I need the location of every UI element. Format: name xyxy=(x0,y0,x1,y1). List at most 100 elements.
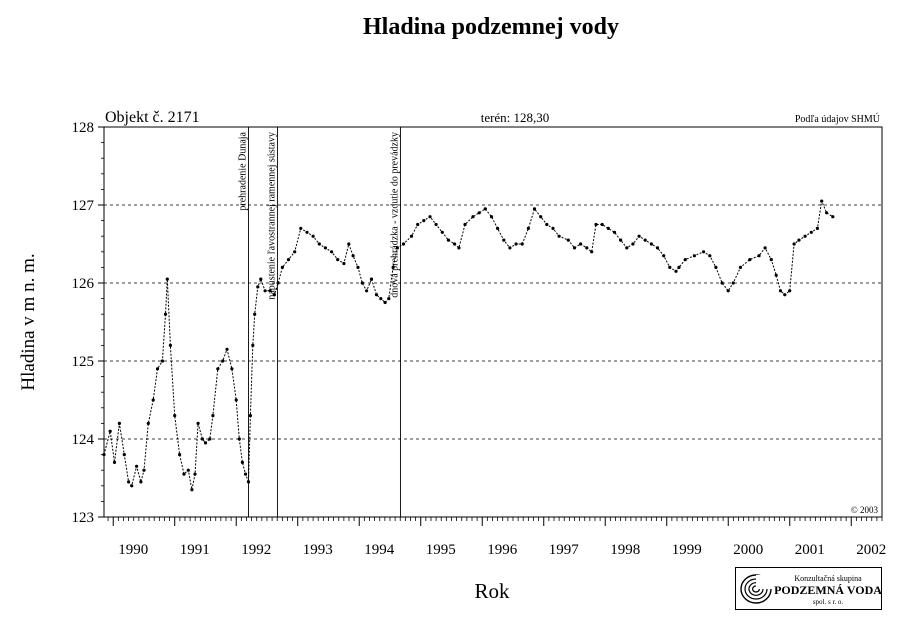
data-point xyxy=(280,265,284,269)
object-label: Objekt č. 2171 xyxy=(105,109,200,126)
x-tick-label: 2002 xyxy=(856,542,886,558)
data-point xyxy=(299,226,303,230)
y-tick-label: 128 xyxy=(72,120,95,136)
data-point xyxy=(748,258,752,262)
data-point xyxy=(230,367,234,371)
logo-company-name: PODZEMNÁ VODA xyxy=(774,583,882,597)
data-point xyxy=(594,222,598,227)
data-point xyxy=(409,234,414,238)
x-tick-label: 1993 xyxy=(303,542,333,558)
data-point xyxy=(708,254,712,258)
data-point xyxy=(463,222,467,227)
x-tick-label: 1997 xyxy=(549,542,580,558)
data-point xyxy=(401,242,406,246)
data-point xyxy=(342,261,346,266)
data-point xyxy=(714,265,718,269)
x-tick-label: 1996 xyxy=(487,542,518,558)
data-point xyxy=(763,246,767,250)
data-point xyxy=(251,343,255,347)
data-point xyxy=(237,437,241,441)
data-point xyxy=(774,273,778,277)
data-point xyxy=(203,441,208,445)
y-axis-title: Hladina v m n. m. xyxy=(18,253,39,390)
data-point xyxy=(612,230,617,234)
data-point xyxy=(489,215,494,219)
data-point xyxy=(200,437,204,441)
event-label: dnová prehrádzka - vzdutie do prevádzky xyxy=(389,132,400,298)
data-point xyxy=(788,289,792,293)
data-point xyxy=(416,222,420,227)
data-point xyxy=(374,293,379,297)
data-point xyxy=(792,242,796,246)
data-point xyxy=(248,414,252,418)
x-tick-label: 1998 xyxy=(610,542,640,558)
data-point xyxy=(572,246,577,250)
event-label: napustenie ľavostrannej ramennej sústavy xyxy=(266,132,277,300)
data-point xyxy=(551,226,555,230)
data-point xyxy=(731,281,735,285)
event-label: prehradenie Dunaja xyxy=(238,131,249,210)
data-point xyxy=(655,246,660,250)
logo-legal-form: spol. s r. o. xyxy=(812,598,844,606)
data-point xyxy=(508,246,512,250)
data-point xyxy=(146,421,150,425)
terrain-label: terén: 128,30 xyxy=(481,110,550,125)
data-point xyxy=(557,234,561,238)
x-tick-label: 2001 xyxy=(795,542,825,558)
data-point xyxy=(246,480,251,484)
y-tick-label: 126 xyxy=(72,276,95,292)
event-lines: prehradenie Dunaja napustenie ľavostranne… xyxy=(238,127,401,517)
data-point xyxy=(240,460,244,464)
data-point xyxy=(351,254,355,258)
data-point xyxy=(820,199,824,203)
data-point xyxy=(643,238,647,242)
data-point xyxy=(471,215,475,219)
data-point xyxy=(293,250,297,254)
data-point xyxy=(211,414,215,418)
data-point xyxy=(178,453,182,457)
data-point xyxy=(221,359,225,363)
data-point xyxy=(769,258,773,262)
x-axis-title: Rok xyxy=(474,579,510,603)
data-point xyxy=(272,293,276,297)
x-tick-label: 1990 xyxy=(118,542,148,558)
data-point xyxy=(668,265,672,269)
data-point xyxy=(253,312,257,316)
data-point xyxy=(453,242,457,246)
data-point xyxy=(514,242,518,246)
data-point xyxy=(369,277,374,281)
data-point xyxy=(155,367,160,371)
data-point xyxy=(225,347,229,351)
data-point xyxy=(163,312,168,316)
data-point xyxy=(276,281,280,285)
data-point xyxy=(182,472,186,476)
grid-lines xyxy=(104,204,882,440)
data-point xyxy=(360,281,364,285)
data-point xyxy=(783,293,787,297)
data-point xyxy=(305,230,309,234)
data-point xyxy=(483,207,487,211)
y-axis: 123 124 125 126 127 128 xyxy=(72,120,104,526)
x-tick-label: 1991 xyxy=(180,542,210,558)
data-point xyxy=(757,254,761,258)
data-point xyxy=(815,226,820,230)
series-line xyxy=(103,199,834,490)
data-point xyxy=(112,460,117,464)
data-point xyxy=(117,421,121,425)
x-tick-label: 1994 xyxy=(364,542,395,558)
data-point xyxy=(127,480,131,484)
data-point xyxy=(256,285,260,289)
data-point xyxy=(317,242,321,246)
data-point xyxy=(422,219,426,223)
data-point xyxy=(434,222,438,227)
y-tick-label: 123 xyxy=(72,510,95,526)
source-label: Podľa údajov SHMÚ xyxy=(795,113,881,125)
data-point xyxy=(590,250,594,254)
y-tick-label: 125 xyxy=(72,354,95,370)
data-point xyxy=(263,289,267,293)
data-point xyxy=(387,297,391,301)
data-point xyxy=(692,254,697,258)
data-point xyxy=(457,246,461,250)
data-point xyxy=(311,234,315,238)
